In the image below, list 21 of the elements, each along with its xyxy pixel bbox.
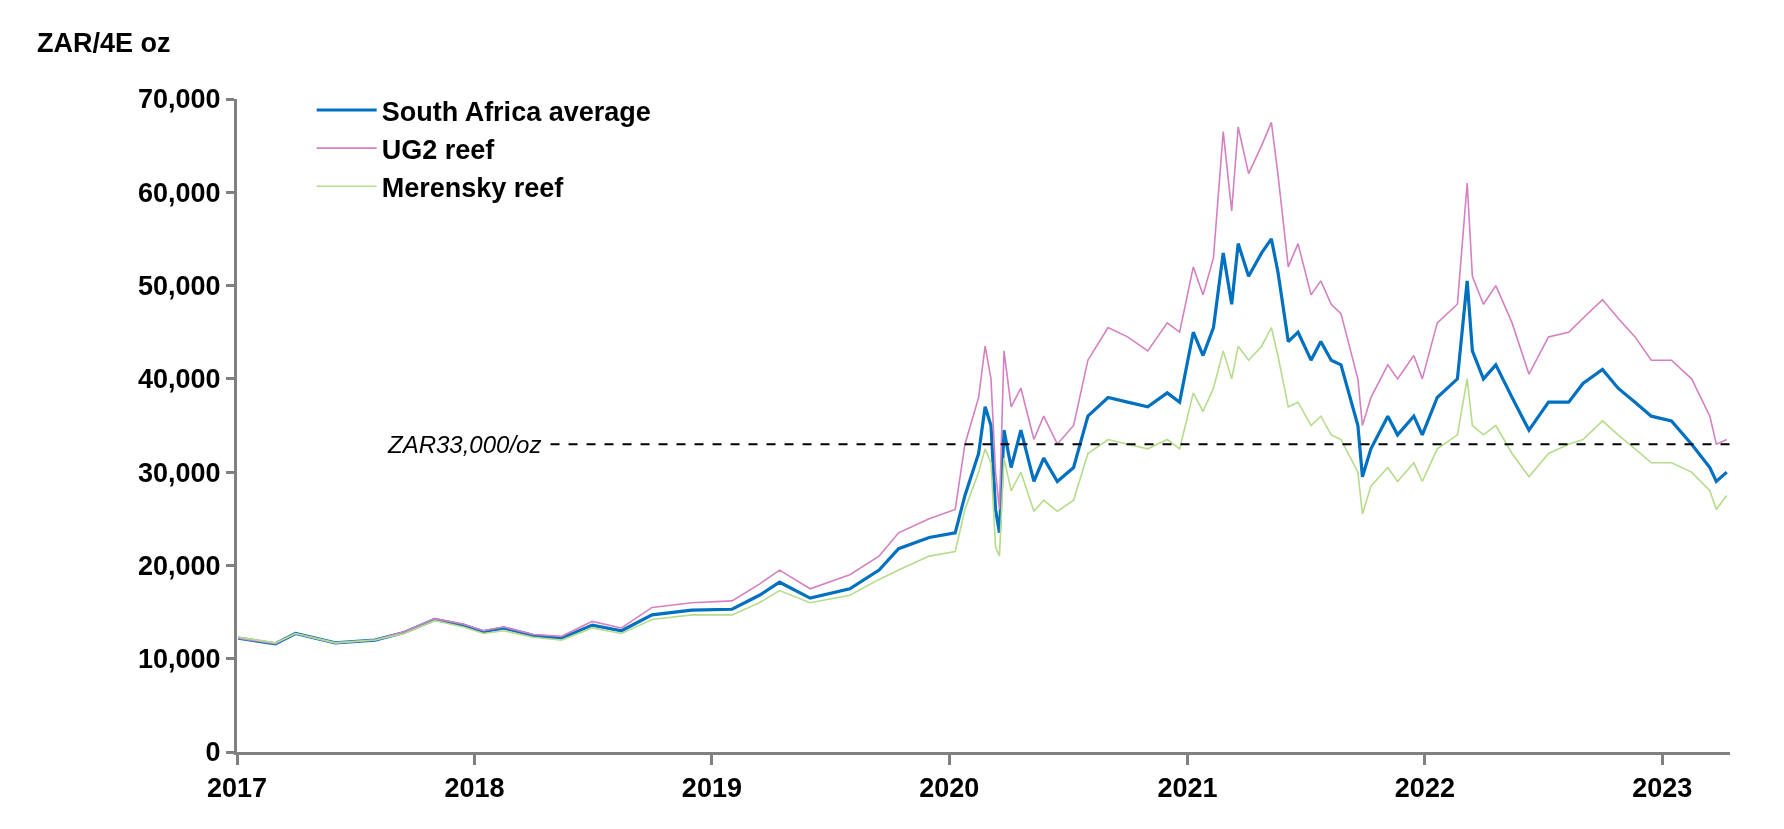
x-tick-label: 2019: [681, 773, 742, 804]
y-tick-label: 50,000: [138, 271, 221, 302]
legend-label: South Africa average: [381, 96, 651, 127]
y-tick-label: 10,000: [138, 644, 221, 675]
x-tick-label: 2022: [1394, 773, 1455, 804]
ref-line-label: ZAR33,000/oz: [387, 431, 542, 458]
line-series: [237, 326, 1728, 644]
x-tick-label: 2018: [444, 773, 505, 804]
legend-label: Merensky reef: [381, 172, 565, 203]
x-tick-label: 2020: [919, 773, 980, 804]
y-tick-label: 60,000: [138, 177, 221, 208]
x-tick-label: 2023: [1632, 773, 1693, 804]
y-tick-label: 20,000: [138, 550, 221, 581]
x-tick-label: 2017: [206, 773, 268, 804]
x-tick-label: 2021: [1157, 773, 1218, 804]
y-tick-label: 30,000: [138, 457, 221, 488]
y-tick-label: 70,000: [138, 84, 221, 115]
y-axis-title: ZAR/4E oz: [37, 28, 171, 58]
y-tick-label: 0: [205, 737, 221, 768]
y-tick-label: 40,000: [138, 364, 221, 395]
legend-label: UG2 reef: [381, 134, 496, 165]
